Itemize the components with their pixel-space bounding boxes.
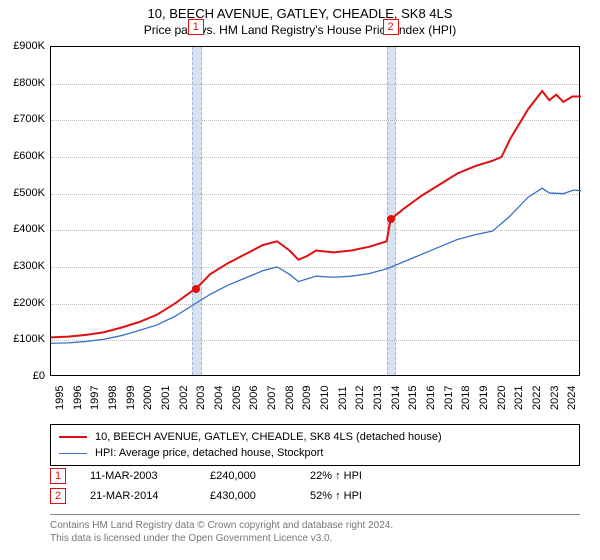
footer-line1: Contains HM Land Registry data © Crown c… — [50, 519, 580, 532]
xtick-label: 2009 — [301, 386, 313, 410]
xtick-label: 2012 — [354, 386, 366, 410]
xtick-label: 2023 — [549, 386, 561, 410]
xtick-label: 2007 — [266, 386, 278, 410]
footer-line2: This data is licensed under the Open Gov… — [50, 532, 580, 545]
ytick-label: £300K — [13, 260, 45, 272]
xtick-label: 1999 — [125, 386, 137, 410]
ytick-label: £0 — [33, 370, 45, 382]
legend-swatch — [59, 436, 87, 438]
title-subtitle: Price paid vs. HM Land Registry's House … — [0, 23, 600, 37]
xtick-label: 2018 — [460, 386, 472, 410]
xtick-label: 2013 — [372, 386, 384, 410]
series-line-subject — [51, 91, 581, 337]
title-address: 10, BEECH AVENUE, GATLEY, CHEADLE, SK8 4… — [0, 6, 600, 21]
events-table: 1 11-MAR-2003£240,00022% ↑ HPI 2 21-MAR-201… — [50, 466, 580, 506]
event-marker-box: 1 — [50, 468, 66, 484]
legend-label: 10, BEECH AVENUE, GATLEY, CHEADLE, SK8 4… — [95, 431, 442, 443]
xtick-label: 2010 — [319, 386, 331, 410]
xtick-label: 2004 — [213, 386, 225, 410]
legend-label: HPI: Average price, detached house, Stoc… — [95, 447, 324, 459]
xtick-label: 2019 — [478, 386, 490, 410]
event-price: £430,000 — [210, 490, 310, 502]
ytick-label: £500K — [13, 187, 45, 199]
ytick-label: £400K — [13, 223, 45, 235]
ytick-label: £600K — [13, 150, 45, 162]
event-pct: 22% ↑ HPI — [310, 470, 430, 482]
lines-svg — [51, 47, 581, 377]
xtick-label: 2008 — [284, 386, 296, 410]
xtick-label: 2020 — [496, 386, 508, 410]
legend-row: HPI: Average price, detached house, Stoc… — [59, 445, 571, 461]
plot-wrap: 12 £0£100K£200K£300K£400K£500K£600K£700K… — [50, 46, 580, 376]
ytick-label: £800K — [13, 77, 45, 89]
xtick-label: 1997 — [89, 386, 101, 410]
ytick-label: £100K — [13, 333, 45, 345]
sale-marker-box: 1 — [188, 19, 204, 35]
ytick-label: £700K — [13, 113, 45, 125]
event-date: 21-MAR-2014 — [90, 490, 210, 502]
xtick-label: 2015 — [407, 386, 419, 410]
xtick-label: 1998 — [107, 386, 119, 410]
ytick-label: £900K — [13, 40, 45, 52]
event-price: £240,000 — [210, 470, 310, 482]
footer: Contains HM Land Registry data © Crown c… — [50, 514, 580, 545]
xtick-label: 2017 — [443, 386, 455, 410]
series-line-hpi — [51, 188, 581, 343]
sale-marker-box: 2 — [383, 19, 399, 35]
legend-swatch — [59, 453, 87, 454]
event-pct: 52% ↑ HPI — [310, 490, 430, 502]
xtick-label: 1995 — [54, 386, 66, 410]
ytick-label: £200K — [13, 297, 45, 309]
legend-box: 10, BEECH AVENUE, GATLEY, CHEADLE, SK8 4… — [50, 424, 580, 466]
xtick-label: 2024 — [566, 386, 578, 410]
xtick-label: 2016 — [425, 386, 437, 410]
plot-area: 12 — [50, 46, 580, 376]
event-row: 1 11-MAR-2003£240,00022% ↑ HPI — [50, 466, 580, 486]
sale-marker-dot — [387, 215, 395, 223]
xtick-label: 2014 — [390, 386, 402, 410]
chart-container: 10, BEECH AVENUE, GATLEY, CHEADLE, SK8 4… — [0, 0, 600, 560]
legend-row: 10, BEECH AVENUE, GATLEY, CHEADLE, SK8 4… — [59, 429, 571, 445]
xtick-label: 2011 — [337, 386, 349, 410]
xtick-label: 2005 — [231, 386, 243, 410]
xtick-label: 2001 — [160, 386, 172, 410]
sale-marker-dot — [192, 285, 200, 293]
titles: 10, BEECH AVENUE, GATLEY, CHEADLE, SK8 4… — [0, 0, 600, 37]
event-date: 11-MAR-2003 — [90, 470, 210, 482]
event-row: 2 21-MAR-2014£430,00052% ↑ HPI — [50, 486, 580, 506]
xtick-label: 2021 — [513, 386, 525, 410]
xtick-label: 2000 — [142, 386, 154, 410]
xtick-label: 2022 — [531, 386, 543, 410]
event-marker-box: 2 — [50, 488, 66, 504]
xtick-label: 2002 — [178, 386, 190, 410]
xtick-label: 2003 — [195, 386, 207, 410]
xtick-label: 2006 — [248, 386, 260, 410]
xtick-label: 1996 — [72, 386, 84, 410]
